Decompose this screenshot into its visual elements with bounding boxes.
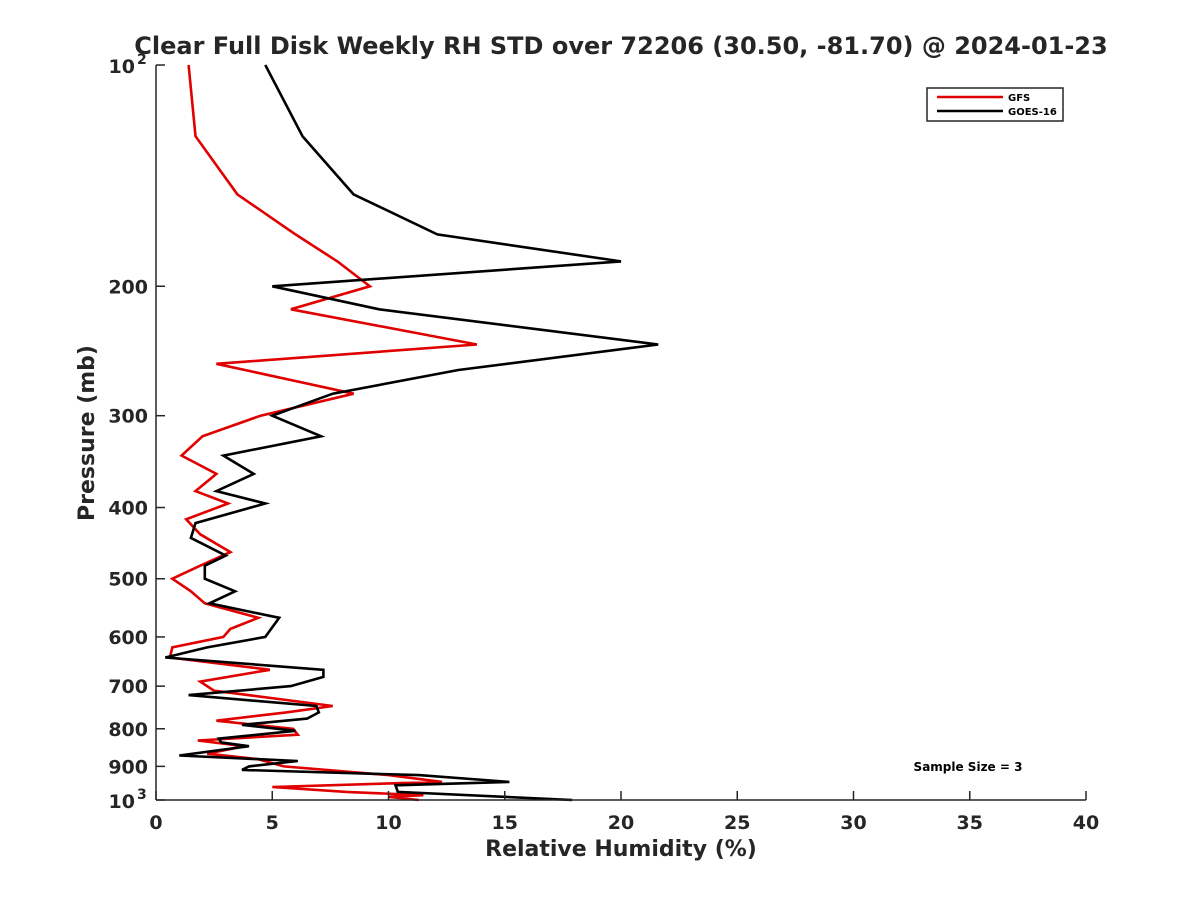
- x-tick-label: 25: [724, 812, 750, 834]
- series-layer: [164, 64, 659, 802]
- x-tick-label: 35: [957, 812, 983, 834]
- x-tick-label: 20: [608, 812, 634, 834]
- x-tick-label: 0: [149, 812, 162, 834]
- plot-area: [156, 65, 1086, 800]
- y-tick-exponent: 2: [137, 52, 147, 68]
- y-tick-exponent: 3: [137, 787, 147, 803]
- x-tick-label: 5: [266, 812, 279, 834]
- y-tick-label: 400: [108, 498, 148, 520]
- plot-background: [156, 65, 1086, 800]
- legend: GFS GOES-16: [926, 87, 1064, 122]
- legend-label-gfs: GFS: [1008, 93, 1030, 104]
- y-tick-label: 10: [109, 791, 135, 813]
- y-tick-label: 900: [108, 756, 148, 778]
- y-tick-label: 300: [108, 406, 148, 428]
- y-tick-label: 800: [108, 719, 148, 741]
- legend-label-goes16: GOES-16: [1008, 107, 1057, 118]
- legend-box: [926, 87, 1064, 122]
- y-tick-label: 10: [109, 56, 135, 78]
- sample-size-annotation: Sample Size = 3: [914, 760, 1023, 774]
- y-tick-label: 200: [108, 276, 148, 298]
- y-tick-label: 500: [108, 569, 148, 591]
- x-tick-label: 40: [1073, 812, 1099, 834]
- y-tick-label: 600: [108, 627, 148, 649]
- chart-title: Clear Full Disk Weekly RH STD over 72206…: [134, 32, 1107, 60]
- x-axis-label: Relative Humidity (%): [485, 837, 757, 862]
- x-tick-label: 10: [375, 812, 401, 834]
- y-tick-label: 700: [108, 676, 148, 698]
- y-axis-label: Pressure (mb): [75, 345, 100, 521]
- series-line-goes16: [164, 64, 659, 802]
- x-tick-label: 30: [840, 812, 866, 834]
- x-tick-label: 15: [492, 812, 518, 834]
